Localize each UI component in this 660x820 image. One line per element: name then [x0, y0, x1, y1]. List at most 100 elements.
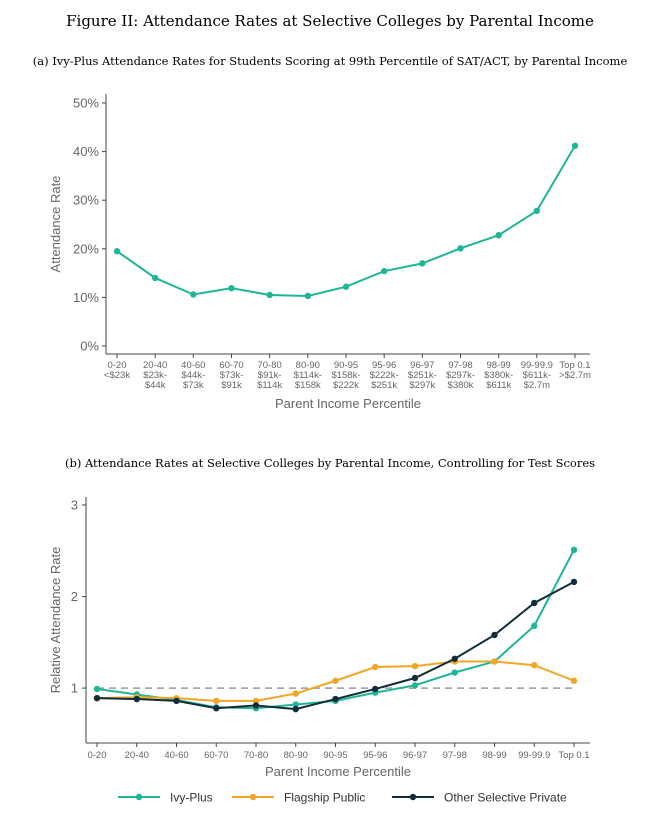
- x-tick-label-line: <$23k: [104, 370, 130, 381]
- data-point: [571, 142, 579, 149]
- data-point: [570, 546, 578, 554]
- data-point: [304, 292, 312, 300]
- series-line: [116, 145, 576, 297]
- x-tick-label-line: $44k-: [181, 370, 205, 381]
- x-tick-label-line: 20-40: [143, 360, 167, 371]
- x-tick-label-line: 0-20: [107, 360, 126, 371]
- data-point: [531, 622, 538, 630]
- data-point: [570, 578, 578, 586]
- x-tick-label-line: $44k: [145, 380, 166, 391]
- x-tick-label: 60-70 $73k-$91k: [219, 360, 243, 391]
- x-tick-label: 20-40 $23k-$44k: [143, 360, 167, 391]
- x-tick-label: 97-98 $297k-$380k: [446, 360, 475, 391]
- y-axis-label: Relative Attendance Rate: [48, 547, 63, 694]
- x-tick-label: 40-60 $44k-$73k: [181, 360, 205, 391]
- data-point: [266, 291, 273, 299]
- x-tick-label: 60-70: [204, 750, 228, 761]
- legend-marker: [135, 793, 143, 801]
- x-tick-label-line: $114k-: [294, 370, 322, 381]
- data-point: [419, 260, 426, 267]
- data-point: [380, 267, 388, 275]
- x-tick-label-line: 96-97: [410, 360, 434, 371]
- x-tick-label: 90-95 $158k-$222k: [331, 360, 360, 391]
- x-tick-label: 0-20: [87, 750, 106, 761]
- x-tick-label-line: 90-95: [334, 360, 358, 371]
- y-tick-label: 30%: [73, 193, 99, 208]
- data-point: [411, 662, 419, 670]
- x-tick-label: 98-99 $380k-$611k: [484, 360, 513, 391]
- y-tick-label: 3: [71, 498, 78, 513]
- x-tick-label: 95-96 $222k-$251k: [370, 360, 399, 391]
- x-tick-label-line: $611k: [486, 380, 511, 391]
- x-tick-label: 70-80: [244, 750, 268, 761]
- data-point: [93, 685, 101, 693]
- x-tick-label: 97-98: [443, 750, 467, 761]
- data-point: [451, 669, 458, 676]
- data-point: [151, 274, 159, 282]
- y-tick-label: 2: [71, 589, 78, 604]
- x-tick-label-line: 40-60: [181, 360, 205, 371]
- x-tick-label-line: $73k-: [220, 370, 244, 381]
- x-tick-label-line: $114k: [257, 380, 282, 391]
- x-tick-label-line: 99-99.9: [521, 360, 553, 371]
- data-point: [451, 655, 458, 662]
- x-tick-label-line: 95-96: [372, 360, 396, 371]
- x-tick-label: Top 0.1 >$2.7m: [559, 360, 591, 381]
- x-tick-label: 99-99.9 $611k-$2.7m: [521, 360, 553, 391]
- x-tick-label-line: $222k-: [370, 370, 399, 381]
- data-point: [252, 702, 260, 709]
- data-point: [457, 245, 464, 252]
- data-point: [332, 695, 339, 703]
- x-tick-label-line: $251k: [371, 380, 397, 391]
- x-tick-label-line: $297k: [409, 380, 435, 391]
- data-point: [533, 207, 541, 215]
- x-tick-label-line: $380k: [448, 380, 474, 391]
- data-point: [411, 674, 419, 682]
- x-tick-label-line: $158k-: [331, 370, 360, 381]
- legend-label: Flagship Public: [284, 791, 365, 805]
- figure-title: Figure II: Attendance Rates at Selective…: [66, 12, 594, 30]
- x-tick-label-line: $158k: [295, 380, 321, 391]
- x-tick-label: 99-99.9: [518, 750, 550, 761]
- x-tick-label-line: $611k-: [523, 370, 551, 381]
- data-point: [173, 697, 180, 705]
- data-point: [292, 705, 299, 713]
- chart-a-title: (a) Ivy-Plus Attendance Rates for Studen…: [32, 54, 628, 68]
- y-tick-label: 0%: [80, 339, 99, 354]
- data-point: [342, 283, 350, 290]
- x-tick-label-line: $297k-: [446, 370, 475, 381]
- x-tick-label-line: 60-70: [219, 360, 243, 371]
- x-tick-label-line: >$2.7m: [559, 370, 591, 381]
- x-tick-label-line: $73k: [183, 380, 204, 391]
- x-tick-label-line: Top 0.1: [559, 360, 590, 371]
- data-point: [93, 694, 101, 702]
- x-tick-label: Top 0.1: [558, 750, 589, 761]
- x-tick-label-line: $91k: [221, 380, 242, 391]
- data-point: [213, 697, 220, 705]
- x-axis-label: Parent Income Percentile: [275, 396, 421, 411]
- y-tick-label: 40%: [73, 144, 99, 159]
- x-tick-label: 80-90: [284, 750, 308, 761]
- data-point: [495, 231, 502, 239]
- x-tick-label-line: $23k-: [143, 370, 167, 381]
- y-tick-label: 1: [71, 681, 78, 696]
- data-point: [213, 705, 220, 712]
- data-point: [531, 599, 538, 607]
- x-tick-label: 96-97 $251k-$297k: [408, 360, 437, 391]
- x-tick-label: 95-96: [363, 750, 387, 761]
- legend: Ivy-Plus Flagship Public Other Selective P…: [118, 791, 567, 805]
- legend-marker: [249, 793, 257, 801]
- data-point: [292, 690, 299, 697]
- data-point: [292, 701, 299, 708]
- data-point: [570, 677, 578, 684]
- y-tick-label: 20%: [73, 241, 99, 256]
- data-point: [411, 682, 419, 689]
- data-point: [531, 661, 538, 669]
- legend-label: Ivy-Plus: [170, 791, 213, 805]
- data-point: [190, 291, 197, 298]
- data-point: [491, 658, 498, 665]
- x-tick-label: 0-20 <$23k: [104, 360, 130, 381]
- x-tick-label-line: 80-90: [296, 360, 320, 371]
